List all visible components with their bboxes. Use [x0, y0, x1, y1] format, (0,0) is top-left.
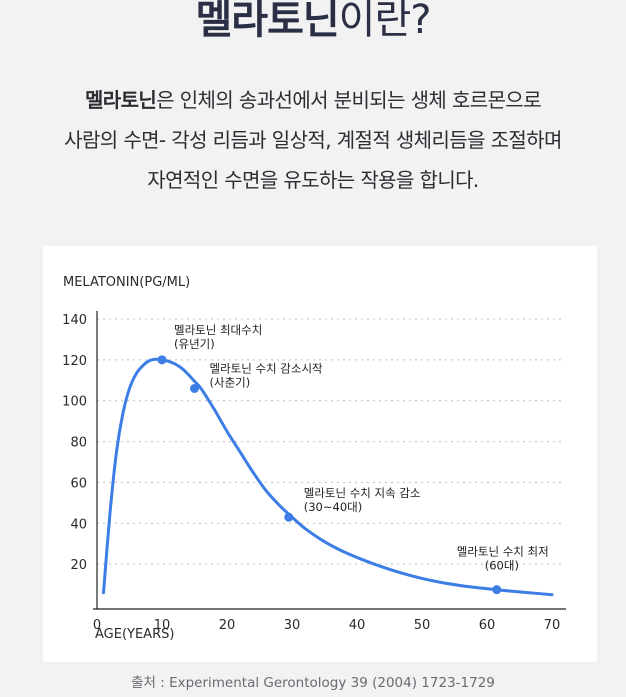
y-tick-label-140: 140	[62, 313, 87, 328]
title-strong: 멜라토닌	[195, 0, 339, 43]
y-tick-label-100: 100	[62, 395, 87, 410]
x-tick-label-10: 10	[154, 618, 171, 633]
description: 멜라토닌은 인체의 송과선에서 분비되는 생체 호르몬으로 사람의 수면- 각성…	[0, 80, 626, 200]
y-tick-label-80: 80	[70, 436, 87, 451]
description-line-1: 멜라토닌은 인체의 송과선에서 분비되는 생체 호르몬으로	[0, 80, 626, 120]
x-tick-label-20: 20	[219, 618, 236, 633]
x-tick-label-50: 50	[414, 618, 431, 633]
data-point-3	[284, 512, 294, 522]
annotation-sublabel-4: (60대)	[485, 559, 519, 573]
grid-lines	[97, 318, 564, 565]
title-light: 이란?	[338, 0, 432, 43]
annotation-sublabel-3: (30~40대)	[304, 500, 362, 514]
annotation-label-3: 멜라토닌 수치 지속 감소	[304, 486, 421, 500]
y-tick-label-20: 20	[70, 558, 87, 573]
y-tick-label-120: 120	[62, 354, 87, 369]
annotation-sublabel-1: (유년기)	[174, 337, 215, 351]
x-tick-label-40: 40	[349, 618, 366, 633]
x-axis-label: AGE(YEARS)	[95, 627, 174, 642]
axes	[93, 311, 566, 610]
description-line-3: 자연적인 수면을 유도하는 작용을 합니다.	[147, 168, 479, 192]
x-tick-label-70: 70	[544, 618, 561, 633]
annotation-label-2: 멜라토닌 수치 감소시작	[210, 361, 324, 375]
chart-card: MELATONIN(PG/ML) AGE(YEARS) 20 40 60 80 100 1…	[43, 246, 597, 662]
annotation-points	[157, 355, 502, 595]
annotation-label-1: 멜라토닌 최대수치	[174, 323, 262, 337]
y-axis-label: MELATONIN(PG/ML)	[63, 275, 190, 290]
x-tick-label-0: 0	[93, 618, 101, 633]
description-line-2: 사람의 수면- 각성 리듬과 일상적, 계절적 생체리듬을 조절하며	[64, 128, 562, 152]
source-citation: 출처 : Experimental Gerontology 39 (2004) …	[131, 675, 495, 691]
y-tick-label-40: 40	[70, 517, 87, 532]
description-bold: 멜라토닌	[85, 88, 157, 112]
x-tick-label-30: 30	[284, 618, 301, 633]
data-point-4	[492, 585, 502, 595]
melatonin-chart: MELATONIN(PG/ML) AGE(YEARS) 204060801001…	[62, 275, 566, 642]
annotation-sublabel-2: (사춘기)	[210, 375, 251, 389]
data-point-2	[190, 383, 199, 393]
series-line-melatonin	[102, 357, 554, 597]
y-tick-label-60: 60	[70, 476, 87, 491]
description-line1-rest: 은 인체의 송과선에서 분비되는 생체 호르몬으로	[156, 88, 541, 112]
series-line-layer	[102, 357, 554, 597]
data-point-1	[157, 355, 167, 365]
x-tick-label-60: 60	[479, 618, 496, 633]
tick-labels: 20 40 60 80 100 120 140 0 10 20 30 40 50 60 70	[62, 313, 560, 633]
page-title: 멜라토닌이란?	[0, 0, 626, 50]
annotation-labels: 멜라토닌 최대수치(유년기) 멜라토닌 수치 감소시작(사춘기) 멜라토닌 수치 지…	[174, 323, 549, 573]
annotation-label-4: 멜라토닌 수치 최저	[457, 545, 549, 559]
